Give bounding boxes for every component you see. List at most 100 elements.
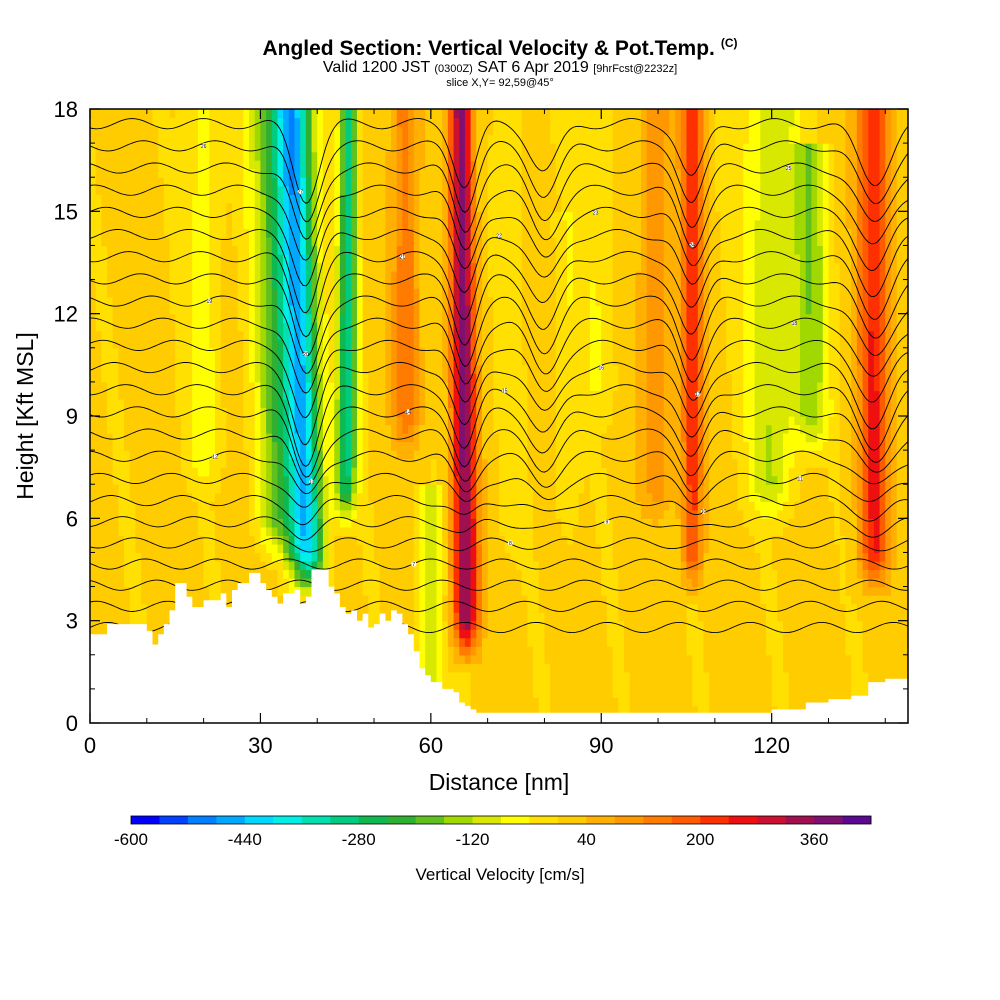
velocity-cell xyxy=(254,228,262,238)
velocity-cell xyxy=(351,211,358,221)
velocity-cell xyxy=(328,271,335,281)
velocity-cell xyxy=(419,433,426,443)
velocity-cell xyxy=(425,586,432,596)
velocity-cell xyxy=(266,458,273,468)
velocity-cell xyxy=(186,160,193,170)
velocity-cell xyxy=(339,160,347,170)
velocity-cell xyxy=(368,433,375,443)
velocity-cell xyxy=(197,441,205,451)
velocity-cell xyxy=(186,398,193,409)
velocity-cell xyxy=(288,535,296,545)
velocity-cell xyxy=(135,219,142,229)
velocity-cell xyxy=(197,535,205,545)
velocity-cell xyxy=(141,552,148,562)
velocity-cell xyxy=(385,339,392,349)
velocity-cell xyxy=(362,194,369,204)
velocity-cell xyxy=(124,194,131,204)
velocity-cell xyxy=(146,151,154,161)
velocity-cell xyxy=(430,373,438,383)
velocity-cell xyxy=(379,390,386,400)
velocity-cell xyxy=(351,194,358,204)
velocity-cell xyxy=(175,194,182,204)
velocity-cell xyxy=(95,228,102,238)
velocity-cell xyxy=(175,552,182,562)
velocity-cell xyxy=(180,467,188,477)
velocity-cell xyxy=(322,219,330,229)
velocity-cell xyxy=(334,364,341,374)
velocity-cell xyxy=(266,288,273,298)
velocity-cell xyxy=(152,253,159,264)
velocity-cell xyxy=(243,458,250,468)
velocity-cell xyxy=(311,271,318,281)
velocity-cell xyxy=(175,518,182,528)
velocity-cell xyxy=(107,603,114,613)
velocity-cell xyxy=(249,424,256,434)
velocity-cell xyxy=(453,194,460,204)
velocity-cell xyxy=(328,552,335,562)
velocity-cell xyxy=(288,364,296,374)
velocity-cell xyxy=(232,535,239,545)
velocity-cell xyxy=(374,228,381,238)
velocity-cell xyxy=(288,390,296,400)
velocity-cell xyxy=(163,458,171,468)
velocity-cell xyxy=(186,211,193,221)
velocity-cell xyxy=(391,160,398,170)
velocity-cell xyxy=(214,595,222,605)
velocity-cell xyxy=(436,185,443,195)
velocity-cell xyxy=(459,450,466,460)
velocity-cell xyxy=(356,569,364,579)
velocity-cell xyxy=(339,134,347,144)
velocity-cell xyxy=(214,475,222,485)
velocity-cell xyxy=(163,245,171,255)
velocity-cell xyxy=(322,202,330,212)
velocity-cell xyxy=(425,441,432,451)
velocity-cell xyxy=(408,620,415,630)
velocity-cell xyxy=(459,364,466,374)
velocity-cell xyxy=(374,185,381,195)
velocity-cell xyxy=(129,603,137,613)
velocity-cell xyxy=(107,253,114,264)
velocity-cell xyxy=(175,134,182,144)
velocity-cell xyxy=(112,160,119,170)
velocity-cell xyxy=(260,253,267,264)
velocity-cell xyxy=(141,347,148,357)
velocity-cell xyxy=(464,296,472,306)
velocity-cell xyxy=(214,458,222,468)
velocity-cell xyxy=(351,330,358,340)
velocity-cell xyxy=(391,433,398,443)
velocity-cell xyxy=(334,467,341,477)
velocity-cell xyxy=(288,126,296,136)
velocity-cell xyxy=(141,356,148,366)
velocity-cell xyxy=(408,552,415,562)
velocity-cell xyxy=(209,211,216,221)
velocity-cell xyxy=(374,194,381,204)
velocity-cell xyxy=(118,526,125,536)
velocity-cell xyxy=(135,177,142,187)
velocity-cell xyxy=(232,347,239,357)
velocity-cell xyxy=(300,347,307,357)
velocity-cell xyxy=(220,134,227,144)
velocity-cell xyxy=(90,126,97,136)
velocity-cell xyxy=(254,484,262,494)
velocity-cell xyxy=(294,416,301,426)
velocity-cell xyxy=(328,202,335,212)
velocity-cell xyxy=(368,475,375,485)
velocity-cell xyxy=(425,620,432,630)
velocity-cell xyxy=(158,620,165,630)
velocity-cell xyxy=(209,390,216,400)
velocity-cell xyxy=(101,467,108,477)
velocity-cell xyxy=(419,313,426,323)
velocity-cell xyxy=(481,603,489,613)
velocity-cell xyxy=(249,347,256,357)
velocity-cell xyxy=(328,245,335,255)
velocity-cell xyxy=(124,441,131,451)
velocity-cell xyxy=(464,629,472,639)
velocity-cell xyxy=(220,313,227,323)
velocity-cell xyxy=(396,560,404,571)
velocity-cell xyxy=(254,126,262,136)
velocity-cell xyxy=(362,296,369,306)
velocity-cell xyxy=(442,501,449,511)
velocity-cell xyxy=(243,416,250,426)
velocity-cell xyxy=(334,168,341,178)
velocity-cell xyxy=(345,390,352,400)
